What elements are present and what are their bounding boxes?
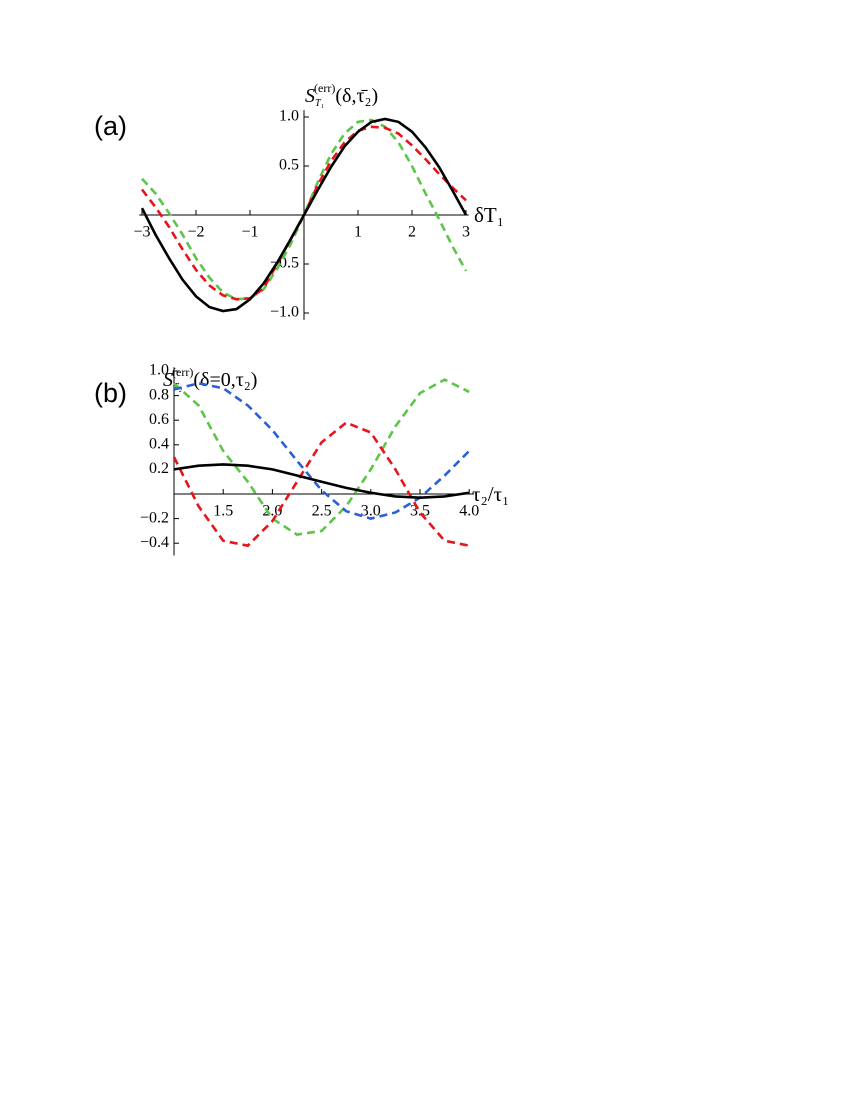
y-label-subscript: T₁ (315, 98, 324, 109)
x-tick-label: −1 (241, 224, 258, 241)
x-tick-label: 3 (462, 224, 470, 241)
y-label-symbol: S (163, 369, 173, 391)
x-tick-label: 2.5 (312, 503, 332, 520)
x-axis-label: τ₂/τ₁ (472, 482, 509, 506)
data-line (140, 117, 468, 313)
panel-label: (b) (94, 378, 127, 408)
data-line (173, 378, 470, 536)
y-label-superscript: (err) (314, 81, 335, 95)
y-label-symbol: S (305, 85, 315, 107)
y-axis-label: ST₁ (err)(δ,τ̄₂) (305, 81, 378, 110)
x-tick-label: 1 (354, 224, 362, 241)
x-tick-label: 4.0 (459, 503, 479, 520)
y-label-argument: (δ=0,τ₂) (193, 369, 257, 391)
y-tick-label: 1.0 (279, 108, 299, 125)
panel-label: (a) (94, 111, 127, 141)
x-tick-label: 2 (408, 224, 416, 241)
y-label-argument: (δ,τ̄₂) (335, 85, 378, 107)
y-tick-label: −0.4 (140, 534, 169, 551)
x-tick-label: 3.0 (361, 503, 381, 520)
x-tick-label: −3 (133, 224, 150, 241)
y-tick-label: 0.8 (149, 386, 169, 403)
y-tick-label: 0.2 (149, 460, 169, 477)
x-axis-label: δT₁ (474, 203, 504, 227)
x-tick-label: 2.0 (262, 503, 282, 520)
y-tick-label: 0.5 (279, 157, 299, 174)
y-tick-label: 0.4 (149, 435, 169, 452)
data-line (141, 118, 468, 301)
x-tick-label: −2 (187, 224, 204, 241)
y-tick-label: −1.0 (270, 304, 299, 321)
y-tick-label: −0.2 (140, 509, 169, 526)
data-line (172, 421, 470, 548)
y-label-superscript: (err) (172, 365, 193, 379)
x-tick-label: 3.5 (410, 503, 430, 520)
y-tick-label: 1.0 (149, 362, 169, 379)
data-line (173, 463, 470, 499)
y-tick-label: 0.6 (149, 411, 169, 428)
x-tick-label: 1.5 (213, 503, 233, 520)
